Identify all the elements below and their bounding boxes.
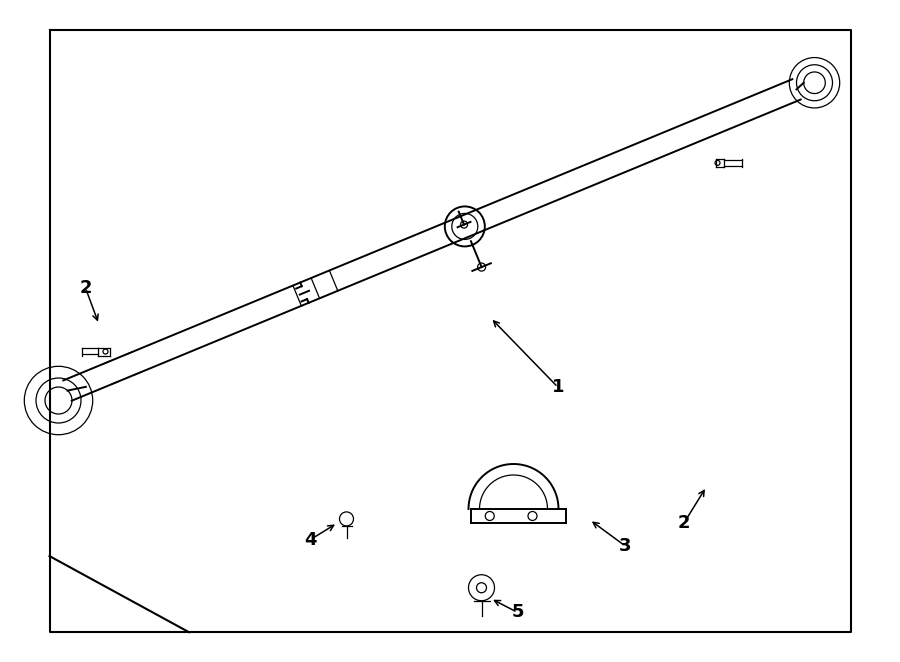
Text: 5: 5 [511, 603, 524, 622]
Text: 4: 4 [304, 530, 317, 549]
Circle shape [445, 207, 485, 246]
Circle shape [469, 575, 494, 600]
Text: 1: 1 [552, 378, 564, 397]
Text: 3: 3 [619, 537, 632, 555]
Text: 2: 2 [678, 514, 690, 532]
Text: 2: 2 [79, 279, 92, 297]
